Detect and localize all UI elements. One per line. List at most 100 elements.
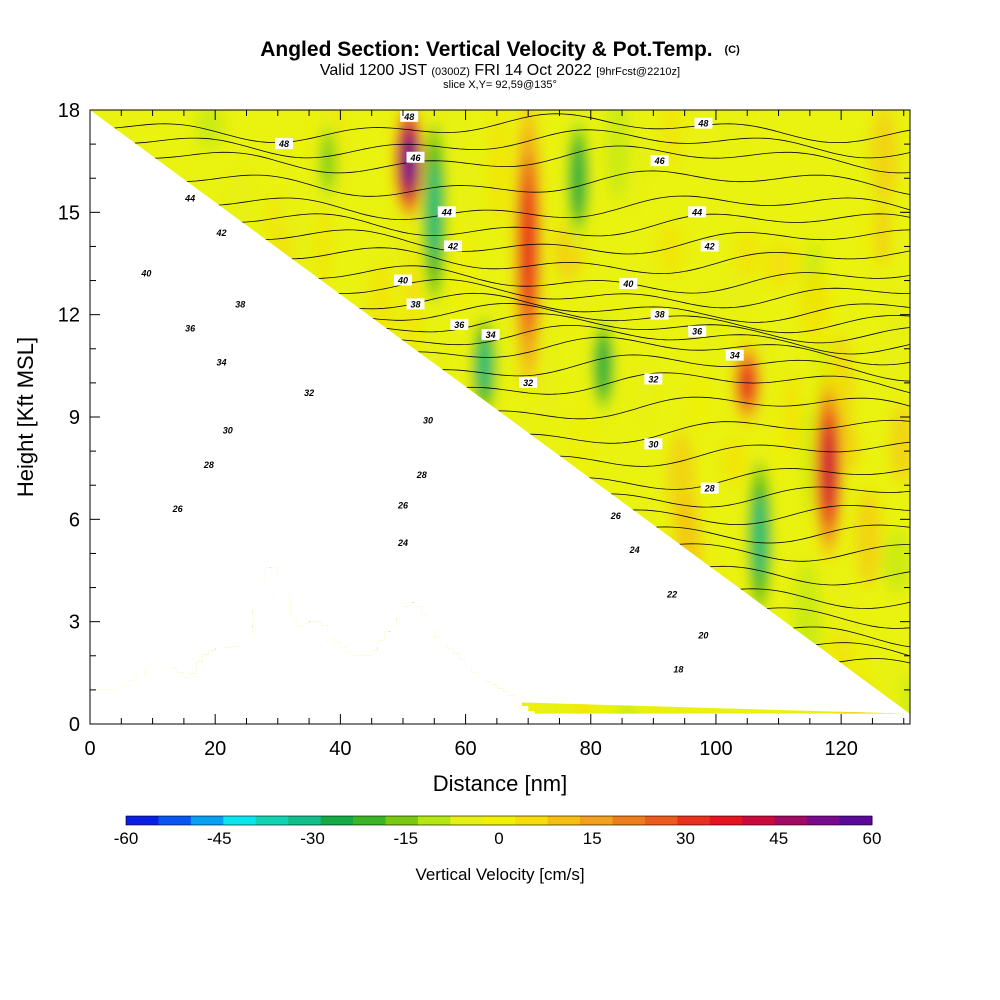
isentrope-label-bg (725, 349, 744, 361)
colorbar-swatch (320, 816, 354, 825)
colorbar-tick-label: -30 (300, 829, 325, 848)
x-tick-label: 40 (329, 738, 351, 760)
isentrope-label: 18 (669, 663, 688, 675)
isentrope-label-text: 36 (185, 323, 196, 333)
velocity-texture-cell (149, 478, 176, 596)
isentrope-label-bg (393, 274, 412, 286)
isentrope-label-bg (700, 482, 719, 494)
isentrope-label-text: 48 (278, 139, 289, 149)
isentrope-label-text: 26 (610, 511, 622, 521)
velocity-texture-cell (161, 192, 182, 299)
isentrope-label: 34 (212, 356, 231, 368)
isentrope-line (90, 129, 910, 159)
velocity-texture-cell (768, 417, 787, 477)
isentrope-label-text: 36 (692, 327, 703, 337)
isentrope-label-bg (199, 458, 218, 470)
velocity-texture-cell (803, 403, 818, 517)
velocity-texture-cell (166, 454, 186, 497)
velocity-texture-cell (417, 491, 439, 573)
isentrope-label-text: 38 (235, 299, 245, 309)
isentrope-label-text: 34 (730, 351, 740, 361)
velocity-texture-cell (613, 549, 641, 660)
isentrope-line (90, 170, 910, 197)
y-tick-label: 12 (58, 305, 80, 327)
y-tick-label: 0 (69, 714, 80, 736)
velocity-texture-cell (900, 672, 910, 714)
colorbar-tick-label: 45 (769, 829, 788, 848)
isentrope-label-bg (419, 414, 438, 426)
isentrope-label-bg (669, 663, 688, 675)
isentrope-label-bg (625, 544, 644, 556)
isentrope-label: 30 (419, 414, 438, 426)
velocity-texture-cell (883, 283, 901, 400)
x-tick-label: 100 (699, 738, 732, 760)
colorbar-swatch (353, 816, 386, 825)
isentrope-label-text: 48 (697, 119, 708, 129)
colorbar-tick-label: -60 (114, 829, 139, 848)
isentrope-label-bg (644, 438, 663, 450)
updraft-cell (381, 391, 400, 443)
velocity-texture-cell (685, 588, 713, 698)
isentrope-label-text: 26 (172, 504, 184, 514)
velocity-texture-cell (184, 248, 216, 311)
velocity-texture-cell (364, 466, 393, 556)
isentrope-label-bg (218, 424, 237, 436)
isentrope-label-bg (275, 138, 294, 150)
isentrope-label-text: 40 (140, 269, 151, 279)
isentrope-label-text: 38 (410, 299, 420, 309)
velocity-texture-cell (855, 489, 882, 586)
isentrope-label: 32 (644, 373, 663, 385)
isentrope-label: 42 (700, 240, 719, 252)
velocity-texture-cell (873, 201, 891, 266)
isentrope-label-bg (412, 468, 431, 480)
velocity-texture-cell (762, 243, 787, 287)
velocity-texture-cell (636, 355, 654, 426)
isentrope-label-bg (606, 509, 625, 521)
velocity-texture-cell (276, 226, 297, 335)
velocity-texture-cell (870, 110, 898, 201)
chart-subtitle: Valid 1200 JST (0300Z) FRI 14 Oct 2022 [… (320, 62, 680, 79)
isentrope-label-bg (393, 537, 412, 549)
updraft-cell (502, 637, 516, 675)
isentrope-label: 40 (393, 274, 412, 286)
isentrope-label-bg (650, 155, 669, 167)
isentrope-label: 24 (625, 544, 644, 556)
velocity-texture-cell (828, 629, 854, 675)
downdraft-cell (203, 517, 227, 556)
isentrope-label-bg (688, 206, 707, 218)
valid-utc: (0300Z) (431, 66, 470, 78)
isentrope-label-bg (688, 325, 707, 337)
colorbar-swatch (807, 816, 841, 825)
velocity-texture-cell (475, 422, 507, 522)
isentrope-label-text: 40 (397, 276, 408, 286)
isentrope-line (90, 113, 910, 143)
plot-area: 48 48 48 46 46 44 44 44 42 42 42 40 40 40 38 38 38 36 36 36… (90, 110, 910, 724)
isentrope-label: 26 (393, 499, 412, 511)
velocity-texture-cell (247, 341, 261, 459)
velocity-texture-cell (92, 368, 122, 421)
isentrope-label-bg (444, 240, 463, 252)
isentrope-label-bg (231, 298, 250, 310)
isentrope-label-bg (406, 151, 425, 163)
updraft-cell (383, 398, 397, 436)
isentrope-label-bg (644, 373, 663, 385)
isentrope-label-text: 32 (648, 374, 658, 384)
isentrope-label-bg (481, 329, 500, 341)
isentrope-label-text: 34 (216, 357, 226, 367)
isentrope-label: 26 (168, 503, 187, 515)
isentrope-label-text: 36 (454, 320, 465, 330)
colorbar-swatch (417, 816, 451, 825)
isentrope-label: 46 (406, 151, 425, 163)
isentrope-label-bg (450, 318, 469, 330)
isentrope-label-text: 28 (416, 470, 427, 480)
downdraft-cell (321, 134, 335, 188)
velocity-texture-cell (488, 110, 510, 227)
velocity-texture-cell (645, 594, 668, 711)
velocity-texture-cell (658, 224, 684, 276)
colorbar-title: Vertical Velocity [cm/s] (415, 865, 584, 884)
isentrope-label: 36 (450, 318, 469, 330)
isentrope-label-text: 28 (704, 484, 715, 494)
updraft-cell (500, 630, 519, 682)
